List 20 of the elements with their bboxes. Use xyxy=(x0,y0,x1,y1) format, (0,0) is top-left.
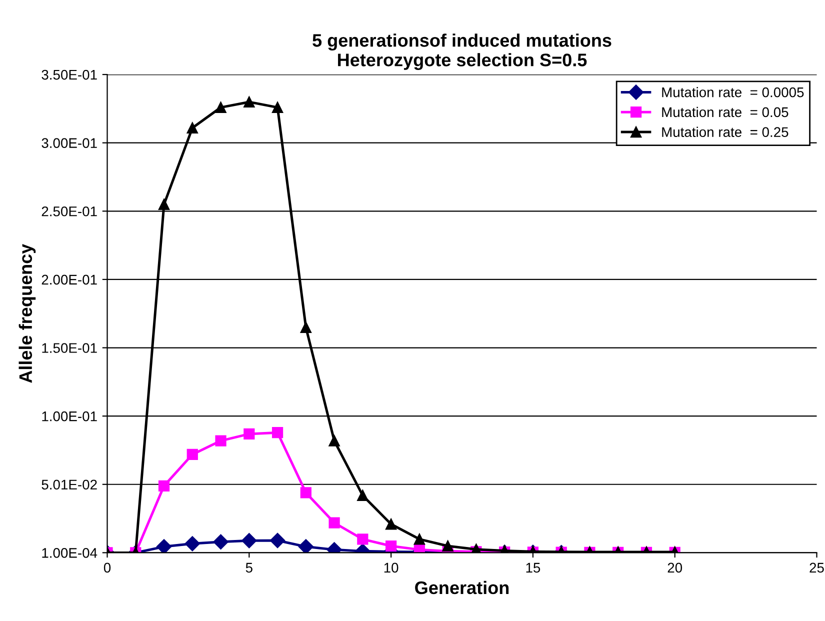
x-tick-label: 5 xyxy=(246,562,252,573)
chart-title: 5 generationsof induced mutations Heterozygote selection S=0.5 xyxy=(312,34,612,70)
x-tick-label: 20 xyxy=(668,562,682,573)
legend-label: Mutation rate = 0.25 xyxy=(662,126,788,138)
y-tick-label: 1.00E-04 xyxy=(42,548,98,558)
x-tick-label: 25 xyxy=(810,562,824,573)
x-tick-label: 0 xyxy=(104,562,111,573)
x-tick-label: 15 xyxy=(526,562,540,573)
x-axis-title: Generation xyxy=(415,580,509,594)
legend-label: Mutation rate = 0.0005 xyxy=(662,87,804,98)
y-axis-title: Allele frequency xyxy=(18,244,36,383)
y-tick-label: 2.00E-01 xyxy=(42,274,97,285)
legend-label: Mutation rate = 0.05 xyxy=(662,106,788,118)
y-tick-label: 2.50E-01 xyxy=(42,206,97,216)
y-tick-label: 1.50E-01 xyxy=(42,343,97,353)
y-tick-label: 3.00E-01 xyxy=(42,138,97,148)
x-tick-label: 10 xyxy=(384,562,398,573)
y-tick-label: 3.50E-01 xyxy=(42,70,97,80)
y-tick-label: 5.01E-02 xyxy=(42,480,97,490)
y-tick-label: 1.00E-01 xyxy=(42,411,97,422)
